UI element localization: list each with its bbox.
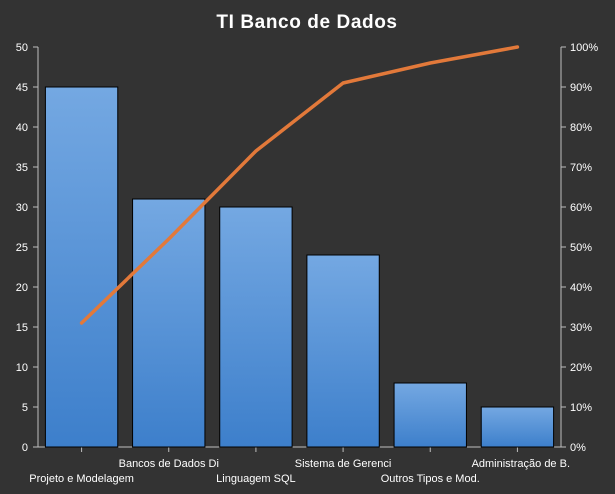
cumulative-line bbox=[79, 45, 520, 325]
y-right-tick-label: 10% bbox=[570, 402, 592, 414]
category-label: Administração de B. bbox=[472, 458, 570, 470]
axes: 0 5 10 15 20 25 30 35 40 45 50 0% 10% 20% 30% 40% 50% 60%… bbox=[16, 42, 599, 454]
y-right-tick-label: 30% bbox=[570, 322, 592, 334]
y-left-tick-label: 45 bbox=[16, 82, 28, 94]
y-left-tick-label: 40 bbox=[16, 122, 28, 134]
y-right-tick-label: 40% bbox=[570, 282, 592, 294]
category-label: Bancos de Dados Di bbox=[119, 458, 219, 470]
bar bbox=[44, 86, 119, 448]
category-label: Outros Tipos e Mod. bbox=[381, 473, 480, 485]
bar bbox=[393, 382, 467, 448]
category-label: Linguagem SQL bbox=[216, 473, 296, 485]
y-right-tick-label: 20% bbox=[570, 362, 592, 374]
cumulative-polyline bbox=[79, 45, 520, 325]
y-left-tick-label: 15 bbox=[16, 322, 28, 334]
y-right-tick-label: 70% bbox=[570, 162, 592, 174]
y-left-tick-label: 10 bbox=[16, 362, 28, 374]
y-left-tick-label: 35 bbox=[16, 162, 28, 174]
y-right-tick-label: 60% bbox=[570, 202, 592, 214]
category-labels: Projeto e Modelagem Bancos de Dados Di Lin… bbox=[29, 458, 570, 485]
bar bbox=[132, 198, 206, 448]
category-label: Sistema de Gerenci bbox=[295, 458, 392, 470]
y-left-tick-label: 50 bbox=[16, 42, 28, 54]
bar bbox=[480, 406, 555, 448]
y-left-tick-label: 30 bbox=[16, 202, 28, 214]
y-right-tick-label: 80% bbox=[570, 122, 592, 134]
y-left-tick-label: 25 bbox=[16, 242, 28, 254]
y-left-tick-label: 5 bbox=[22, 402, 28, 414]
bars bbox=[44, 86, 555, 448]
bar bbox=[306, 254, 380, 448]
y-left-tick-label: 0 bbox=[22, 442, 28, 454]
chart-title: TI Banco de Dados bbox=[216, 12, 397, 33]
y-right-tick-label: 100% bbox=[570, 42, 598, 54]
category-label: Projeto e Modelagem bbox=[29, 473, 134, 485]
y-right-tick-label: 0% bbox=[570, 442, 586, 454]
bar bbox=[219, 206, 293, 448]
y-right-tick-label: 50% bbox=[570, 242, 592, 254]
y-left-tick-label: 20 bbox=[16, 282, 28, 294]
y-right-tick-label: 90% bbox=[570, 82, 592, 94]
